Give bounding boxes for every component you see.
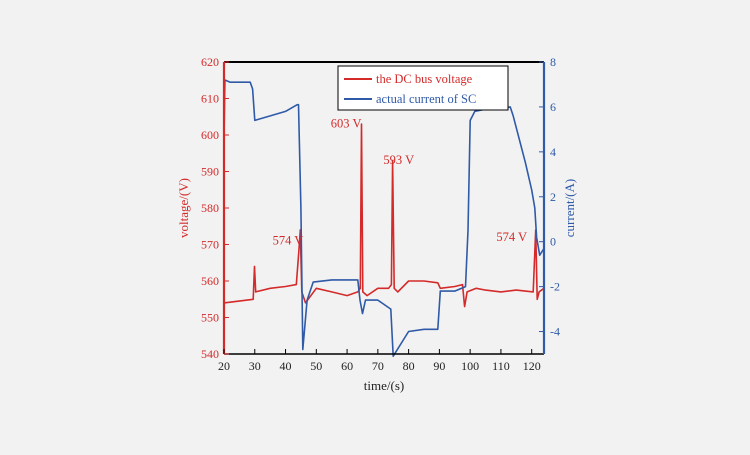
left-tick-label: 590 — [201, 165, 219, 179]
annotations-layer: 574 V 603 V 593 V 574 V — [273, 117, 527, 248]
x-tick-label: 30 — [249, 359, 261, 373]
left-tick-label: 600 — [201, 128, 219, 142]
left-tick-label: 540 — [201, 347, 219, 361]
x-tick-label: 20 — [218, 359, 230, 373]
legend-label-voltage: the DC bus voltage — [376, 72, 473, 86]
peak-annotation: 593 V — [383, 153, 414, 167]
right-tick-label: 6 — [550, 100, 556, 114]
right-tick-label: -2 — [550, 280, 560, 294]
right-tick-label: -4 — [550, 325, 560, 339]
x-tick-label: 70 — [372, 359, 384, 373]
left-axis-title: voltage/(V) — [176, 178, 191, 238]
legend-box — [337, 65, 509, 111]
left-tick-label: 560 — [201, 274, 219, 288]
right-tick-label: 4 — [550, 145, 556, 159]
ticks-layer: 20 30 40 50 60 70 80 90 100 110 120540550560570580… — [201, 55, 560, 373]
voltage-series-line — [223, 123, 545, 308]
x-tick-label: 110 — [492, 359, 510, 373]
right-tick-label: 2 — [550, 190, 556, 204]
left-tick-label: 550 — [201, 311, 219, 325]
right-tick-label: 0 — [550, 235, 556, 249]
series-layer — [223, 79, 545, 358]
legend-label-current: actual current of SC — [376, 92, 476, 106]
x-tick-label: 100 — [461, 359, 479, 373]
left-tick-label: 620 — [201, 55, 219, 69]
x-axis-title: time/(s) — [364, 378, 404, 393]
right-axis-title: current/(A) — [562, 179, 577, 237]
left-tick-label: 580 — [201, 201, 219, 215]
legend: the DC bus voltage actual current of SC — [337, 65, 509, 111]
x-tick-label: 120 — [523, 359, 541, 373]
peak-annotation: 574 V — [273, 234, 304, 248]
peak-annotation: 574 V — [496, 230, 527, 244]
x-tick-label: 40 — [280, 359, 292, 373]
x-tick-label: 90 — [433, 359, 445, 373]
current-series-line — [223, 79, 545, 358]
left-tick-label: 610 — [201, 92, 219, 106]
left-tick-label: 570 — [201, 238, 219, 252]
x-tick-label: 60 — [341, 359, 353, 373]
peak-annotation: 603 V — [331, 117, 362, 131]
x-tick-label: 80 — [403, 359, 415, 373]
right-tick-label: 8 — [550, 55, 556, 69]
x-tick-label: 50 — [310, 359, 322, 373]
